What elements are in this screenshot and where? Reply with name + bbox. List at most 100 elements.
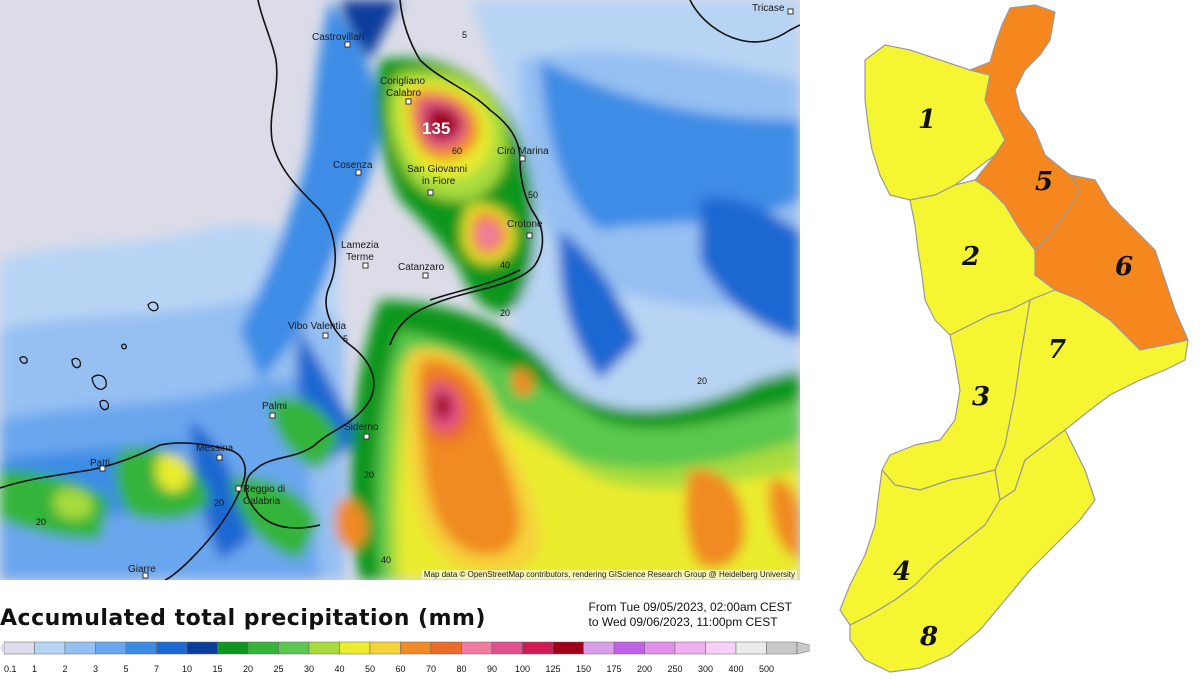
scale-swatch	[34, 641, 66, 655]
city-label-calabria: Calabria	[243, 496, 281, 507]
scale-tick-label: 125	[545, 664, 560, 674]
scale-swatch	[186, 641, 218, 655]
city-marker-ciro-marina[interactable]	[519, 155, 526, 162]
city-marker-cosenza[interactable]	[355, 169, 362, 176]
scale-overflow-arrow	[796, 641, 810, 655]
zone-label-4: 4	[893, 557, 911, 587]
contour-label: 20	[697, 376, 707, 386]
scale-swatch	[95, 641, 127, 655]
scale-tick-label: 200	[637, 664, 652, 674]
islands	[19, 301, 159, 411]
city-marker-tricase[interactable]	[787, 8, 794, 15]
contour-label: 5	[462, 30, 467, 40]
city-markers: Castrovillari Corigliano Calabro Cirò Ma…	[90, 3, 794, 579]
city-marker-corigliano[interactable]	[405, 98, 412, 105]
city-label-in-fiore: in Fiore	[422, 176, 456, 187]
scale-tick-label: 15	[212, 664, 222, 674]
zone-label-1: 1	[918, 105, 936, 135]
zone-label-2: 2	[961, 242, 980, 272]
scale-tick-label: 7	[154, 664, 159, 674]
scale-tick-label: 250	[667, 664, 682, 674]
city-marker-vibo-valentia[interactable]	[322, 332, 329, 339]
scale-tick-label: 175	[606, 664, 621, 674]
city-label-crotone: Crotone	[507, 219, 543, 230]
scale-swatch	[369, 641, 401, 655]
scale-swatch	[278, 641, 310, 655]
scale-tick-label: 3	[93, 664, 98, 674]
scale-tick-label: 60	[395, 664, 405, 674]
alert-zones-map: 1 2 3 4 5 6 7 8	[810, 0, 1200, 675]
scale-tick-label: 150	[576, 664, 591, 674]
scale-swatch	[247, 641, 279, 655]
scale-tick-label: 100	[515, 664, 530, 674]
precip-field	[0, 0, 800, 580]
city-marker-crotone[interactable]	[526, 232, 533, 239]
city-label-cosenza: Cosenza	[333, 160, 373, 171]
city-label-ciro-marina: Cirò Marina	[497, 146, 549, 157]
city-label-reggio-di: Reggio di	[243, 484, 285, 495]
scale-swatch	[339, 641, 371, 655]
scale-swatch	[674, 641, 706, 655]
city-label-castrovillari: Castrovillari	[312, 32, 364, 43]
zone-label-5: 5	[1035, 167, 1053, 197]
zone-8[interactable]	[849, 429, 1096, 673]
scale-tick-label: 300	[698, 664, 713, 674]
city-marker-catanzaro[interactable]	[422, 272, 429, 279]
city-marker-lamezia[interactable]	[362, 262, 369, 269]
city-marker-giarre[interactable]	[142, 572, 149, 579]
scale-swatch	[644, 641, 676, 655]
scale-swatch	[552, 641, 584, 655]
contour-label: 60	[452, 146, 462, 156]
city-marker-patti[interactable]	[99, 465, 106, 472]
scale-tick-label: 30	[304, 664, 314, 674]
city-marker-messina[interactable]	[216, 454, 223, 461]
scale-swatch	[430, 641, 462, 655]
legend: Accumulated total precipitation (mm) Fro…	[0, 580, 810, 675]
scale-tick-label: 20	[243, 664, 253, 674]
contour-label: 50	[528, 190, 538, 200]
city-label-corigliano: Corigliano	[380, 76, 425, 87]
city-marker-castrovillari[interactable]	[344, 41, 351, 48]
legend-period: From Tue 09/05/2023, 02:00am CEST to Wed…	[589, 600, 792, 630]
city-label-palmi: Palmi	[262, 401, 287, 412]
color-scale: 0.1 1 2 3 5 7 10 15 20 25 30 40 50 60 70 80 90 100 125 150 1…	[0, 641, 810, 674]
coastline	[0, 0, 800, 580]
scale-tick-label: 0.1	[4, 664, 17, 674]
scale-swatch	[3, 641, 35, 655]
zone-label-3: 3	[972, 382, 990, 412]
scale-tick-label: 70	[426, 664, 436, 674]
scale-swatch	[461, 641, 493, 655]
scale-swatch	[400, 641, 432, 655]
scale-swatch	[308, 641, 340, 655]
city-marker-siderno[interactable]	[363, 433, 370, 440]
contour-label: 20	[500, 308, 510, 318]
scale-swatch	[217, 641, 249, 655]
city-label-tricase: Tricase	[752, 3, 785, 14]
contour-labels: 5 60 50 40 20 5 20 20 20 40 20	[36, 30, 707, 565]
scale-swatch	[705, 641, 737, 655]
contour-label: 20	[36, 517, 46, 527]
city-label-patti: Patti	[90, 458, 110, 469]
city-label-giarre: Giarre	[128, 564, 156, 575]
city-label-lamezia: Lamezia	[341, 240, 379, 251]
scale-swatch	[613, 641, 645, 655]
legend-title: Accumulated total precipitation (mm)	[0, 606, 486, 631]
scale-tick-label: 10	[182, 664, 192, 674]
scale-swatch	[125, 641, 157, 655]
city-label-messina: Messina	[196, 443, 234, 454]
scale-tick-label: 90	[487, 664, 497, 674]
city-marker-palmi[interactable]	[269, 412, 276, 419]
contour-label: 40	[381, 555, 391, 565]
legend-period-to: to Wed 09/06/2023, 11:00pm CEST	[588, 615, 778, 629]
precipitation-map[interactable]: Castrovillari Corigliano Calabro Cirò Ma…	[0, 0, 800, 580]
city-marker-reggio-di-calabria[interactable]	[235, 485, 242, 492]
contour-label: 20	[364, 470, 374, 480]
scale-swatch	[491, 641, 523, 655]
zone-1[interactable]	[864, 44, 1006, 201]
scale-underflow-arrow	[0, 642, 4, 654]
scale-swatch	[583, 641, 615, 655]
contour-label: 40	[500, 260, 510, 270]
city-label-calabro: Calabro	[386, 88, 421, 99]
city-marker-san-giovanni[interactable]	[427, 189, 434, 196]
scale-tick-label: 1	[32, 664, 37, 674]
